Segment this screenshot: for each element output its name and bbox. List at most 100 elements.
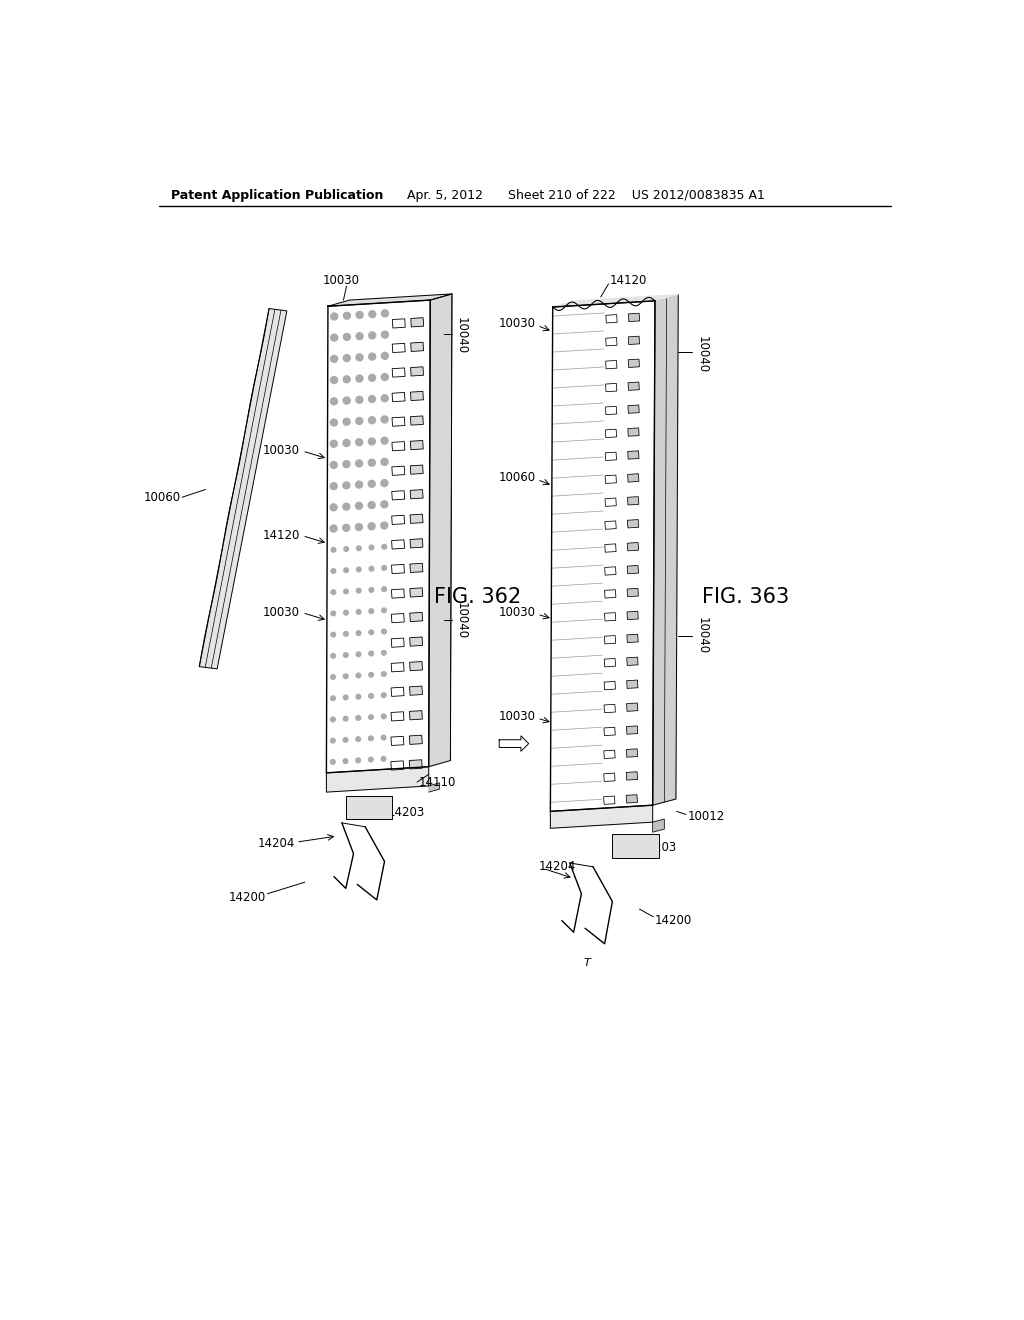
Polygon shape: [627, 726, 638, 734]
Polygon shape: [553, 294, 678, 308]
Polygon shape: [411, 441, 423, 450]
Text: 10030: 10030: [499, 710, 536, 723]
Polygon shape: [411, 342, 424, 351]
Polygon shape: [328, 294, 452, 306]
Circle shape: [382, 651, 386, 655]
Bar: [612, 834, 658, 858]
Polygon shape: [411, 490, 423, 499]
Text: 10040: 10040: [455, 317, 468, 354]
Circle shape: [382, 310, 388, 317]
Polygon shape: [628, 359, 639, 367]
Circle shape: [343, 440, 350, 446]
Polygon shape: [605, 360, 616, 368]
Polygon shape: [392, 392, 404, 401]
Text: 14204: 14204: [257, 837, 295, 850]
Polygon shape: [627, 680, 638, 689]
Circle shape: [356, 375, 362, 381]
Circle shape: [369, 417, 376, 424]
Circle shape: [355, 417, 362, 425]
Polygon shape: [391, 688, 404, 697]
Circle shape: [381, 756, 386, 762]
Polygon shape: [410, 661, 423, 671]
Polygon shape: [605, 407, 616, 414]
Circle shape: [381, 352, 388, 359]
Circle shape: [381, 395, 388, 401]
Circle shape: [370, 545, 374, 550]
Polygon shape: [605, 429, 616, 438]
Circle shape: [382, 565, 386, 570]
Text: 10040: 10040: [455, 602, 468, 639]
Polygon shape: [628, 520, 639, 528]
Polygon shape: [411, 367, 424, 376]
Polygon shape: [605, 475, 616, 483]
Circle shape: [356, 568, 361, 572]
Circle shape: [330, 525, 337, 532]
Polygon shape: [391, 737, 403, 746]
Text: 14203: 14203: [640, 841, 677, 854]
Text: FIG. 363: FIG. 363: [701, 587, 788, 607]
Circle shape: [382, 331, 388, 338]
Polygon shape: [391, 711, 403, 721]
Polygon shape: [605, 498, 616, 507]
Polygon shape: [604, 750, 615, 759]
Polygon shape: [550, 301, 655, 812]
Circle shape: [330, 504, 337, 511]
Polygon shape: [411, 416, 423, 425]
Circle shape: [331, 696, 335, 701]
Circle shape: [356, 546, 361, 550]
Circle shape: [343, 696, 348, 700]
Circle shape: [343, 482, 350, 488]
Polygon shape: [429, 783, 439, 792]
Circle shape: [331, 611, 336, 615]
Text: 10030: 10030: [263, 445, 300, 458]
Circle shape: [369, 459, 376, 466]
Circle shape: [381, 521, 388, 529]
Polygon shape: [604, 727, 615, 735]
Circle shape: [343, 524, 350, 531]
Circle shape: [369, 310, 376, 318]
Circle shape: [344, 610, 348, 615]
Circle shape: [369, 480, 375, 487]
Polygon shape: [627, 565, 639, 574]
Circle shape: [382, 630, 386, 634]
Polygon shape: [410, 587, 423, 597]
Polygon shape: [604, 590, 615, 598]
Circle shape: [381, 479, 388, 487]
Circle shape: [369, 672, 374, 677]
Polygon shape: [628, 543, 639, 550]
Circle shape: [369, 375, 376, 381]
Circle shape: [343, 653, 348, 657]
Polygon shape: [652, 818, 665, 832]
Circle shape: [355, 758, 360, 763]
Text: 10030: 10030: [499, 606, 536, 619]
Circle shape: [369, 331, 376, 339]
Polygon shape: [627, 611, 638, 619]
Circle shape: [343, 717, 348, 721]
Circle shape: [382, 672, 386, 676]
Text: 10040: 10040: [695, 618, 709, 655]
Circle shape: [355, 438, 362, 446]
Polygon shape: [410, 710, 422, 719]
Circle shape: [331, 632, 336, 638]
Polygon shape: [627, 634, 638, 643]
Polygon shape: [392, 466, 404, 475]
Circle shape: [355, 524, 362, 531]
Polygon shape: [628, 428, 639, 436]
Text: 14120: 14120: [610, 273, 647, 286]
Circle shape: [356, 694, 360, 700]
Circle shape: [382, 609, 386, 612]
Text: Sheet 210 of 222    US 2012/0083835 A1: Sheet 210 of 222 US 2012/0083835 A1: [508, 189, 765, 202]
Circle shape: [369, 354, 376, 360]
Circle shape: [356, 354, 362, 360]
Polygon shape: [410, 735, 422, 744]
Text: 10030: 10030: [263, 606, 300, 619]
Circle shape: [331, 653, 336, 659]
Circle shape: [331, 397, 338, 405]
Text: 10012: 10012: [687, 810, 725, 824]
Text: FIG. 362: FIG. 362: [434, 587, 521, 607]
Polygon shape: [629, 313, 640, 322]
Polygon shape: [327, 767, 429, 792]
Polygon shape: [628, 451, 639, 459]
Polygon shape: [410, 564, 423, 573]
Circle shape: [369, 758, 373, 762]
